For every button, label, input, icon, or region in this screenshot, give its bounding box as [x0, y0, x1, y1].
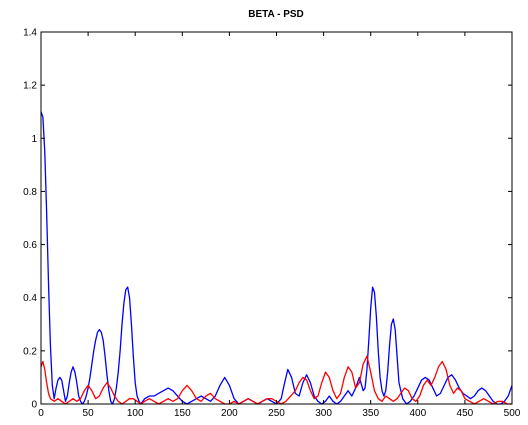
- x-tick-label-350: 350: [362, 408, 379, 419]
- y-tick-label-0.8: 0.8: [23, 187, 37, 198]
- y-tick-label-1.2: 1.2: [23, 81, 37, 92]
- y-tick-label-1: 1: [31, 134, 37, 145]
- x-tick-label-300: 300: [315, 408, 332, 419]
- x-tick-label-150: 150: [174, 408, 191, 419]
- x-tick-label-100: 100: [127, 408, 144, 419]
- x-tick-label-200: 200: [221, 408, 238, 419]
- y-tick-label-0.6: 0.6: [23, 240, 37, 251]
- series-line-1: [40, 355, 512, 405]
- x-tick-label-400: 400: [409, 408, 426, 419]
- y-tick-label-1.4: 1.4: [23, 28, 37, 39]
- x-tick-label-0: 0: [38, 408, 44, 419]
- axis-layer: 0 50 100 150 200 250 300 350 400 450 500 0 0.2 0.4 0.6…: [23, 28, 521, 420]
- x-tick-label-450: 450: [457, 408, 474, 419]
- y-tick-label-0.4: 0.4: [23, 293, 37, 304]
- y-tick-label-0.2: 0.2: [23, 346, 37, 357]
- chart-title: BETA - PSD: [248, 9, 304, 20]
- x-tick-label-500: 500: [504, 408, 521, 419]
- x-tick-label-250: 250: [268, 408, 285, 419]
- y-tick-label-0: 0: [31, 400, 37, 411]
- x-tick-label-50: 50: [83, 408, 95, 419]
- series-layer: [40, 111, 513, 405]
